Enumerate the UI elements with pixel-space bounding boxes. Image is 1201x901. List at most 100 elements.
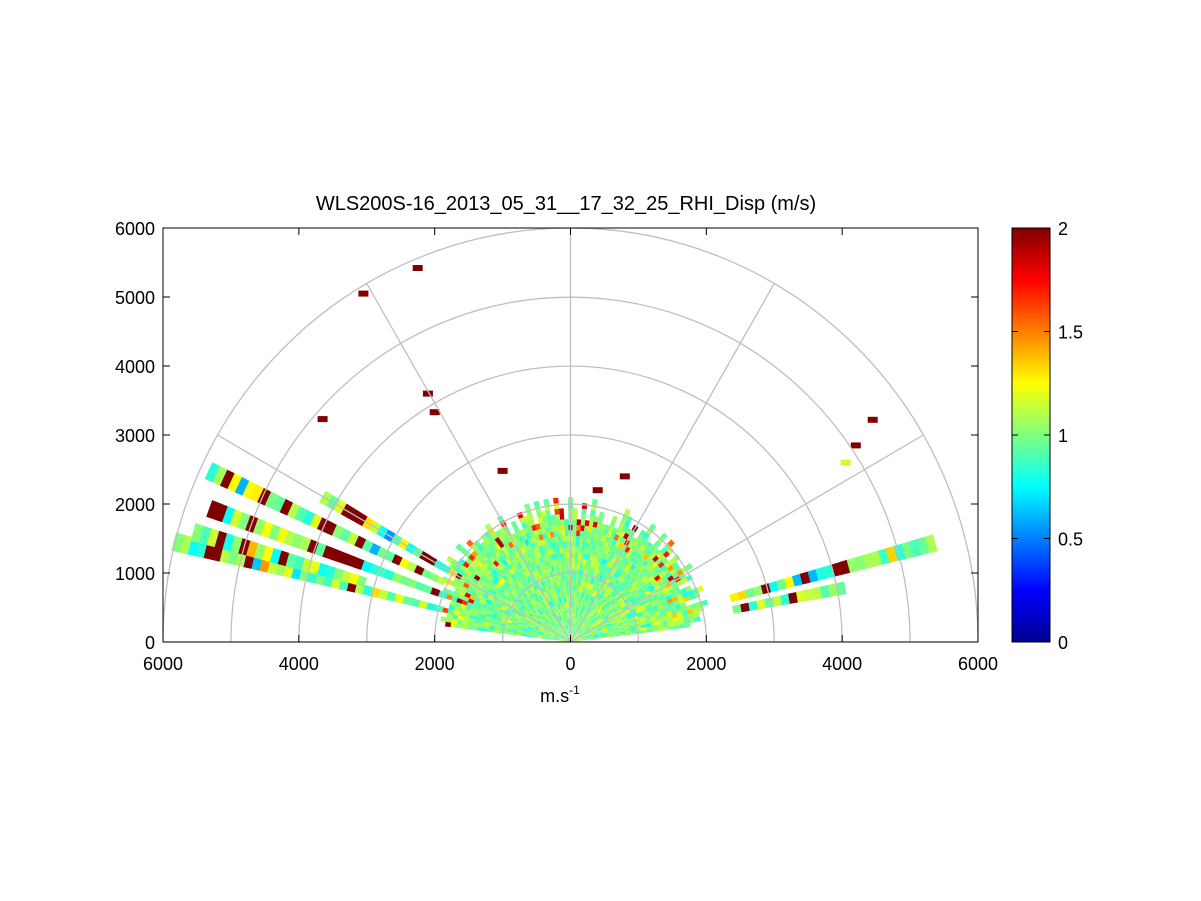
- data-cell: [459, 565, 468, 573]
- data-cell: [587, 637, 594, 640]
- data-cell: [575, 625, 579, 631]
- data-cell: [560, 620, 564, 626]
- data-cell: [583, 611, 587, 617]
- data-cell: [514, 615, 521, 620]
- data-cell: [489, 562, 497, 570]
- data-cell: [544, 618, 550, 624]
- data-cell: [555, 623, 560, 629]
- data-cell: [593, 561, 598, 568]
- data-cell: [626, 561, 633, 569]
- data-cell: [618, 555, 625, 563]
- data-cell: [590, 509, 596, 517]
- data-cell: [478, 577, 485, 585]
- data-cell: [622, 619, 629, 624]
- data-cell: [680, 587, 687, 595]
- data-cell: [788, 592, 799, 604]
- data-cell: [575, 632, 580, 638]
- data-cell: [483, 561, 491, 569]
- data-cell: [537, 575, 543, 582]
- data-cell: [309, 513, 323, 529]
- data-cell: [608, 614, 614, 619]
- data-cell: [652, 593, 659, 599]
- data-cell: [481, 548, 489, 556]
- data-cell: [362, 584, 373, 597]
- data-cell: [562, 619, 565, 626]
- data-cell: [619, 627, 625, 631]
- data-cell: [601, 535, 607, 542]
- data-cell: [547, 638, 554, 640]
- data-cell: [548, 622, 554, 627]
- data-cell: [545, 509, 551, 517]
- data-cell: [566, 590, 569, 597]
- data-cell: [460, 603, 467, 610]
- data-cell: [548, 622, 554, 628]
- data-cell: [580, 631, 586, 636]
- data-cell: [630, 611, 637, 616]
- data-cell: [555, 631, 561, 636]
- data-cell: [214, 530, 227, 550]
- data-cell: [417, 600, 428, 609]
- data-cell: [575, 602, 579, 609]
- data-cell: [527, 596, 533, 603]
- data-cell: [666, 585, 674, 592]
- data-cell: [533, 627, 539, 631]
- data-cell: [635, 577, 642, 584]
- data-cell: [537, 634, 543, 637]
- data-cell: [557, 629, 562, 634]
- data-cell: [494, 593, 502, 599]
- data-cell: [575, 633, 580, 638]
- data-cell: [534, 546, 541, 554]
- data-cell: [548, 583, 553, 590]
- data-cell: [557, 615, 561, 622]
- data-cell: [540, 593, 545, 600]
- data-cell: [534, 625, 540, 629]
- data-cell: [582, 610, 586, 617]
- data-cell: [772, 595, 783, 607]
- data-cell: [612, 552, 619, 559]
- data-cell: [556, 622, 561, 628]
- data-cell: [469, 561, 477, 569]
- data-cell: [641, 629, 648, 634]
- data-cell: [582, 592, 586, 599]
- data-cell: [555, 575, 559, 582]
- data-cell: [604, 579, 610, 586]
- data-cell: [508, 615, 515, 620]
- data-cell: [546, 602, 551, 609]
- data-cell: [494, 624, 501, 629]
- data-cell: [583, 587, 587, 594]
- data-cell: [582, 636, 588, 639]
- data-cell: [595, 527, 601, 535]
- data-cell: [529, 611, 535, 616]
- data-cell: [600, 623, 607, 628]
- data-cell: [613, 565, 619, 572]
- data-cell: [562, 625, 566, 631]
- data-cell: [518, 597, 525, 603]
- data-cell: [645, 604, 652, 610]
- data-cell: [560, 591, 564, 598]
- data-cell: [662, 550, 671, 558]
- data-cell: [555, 514, 561, 521]
- data-cell: [531, 634, 538, 637]
- data-cell: [581, 634, 588, 638]
- data-cell: [567, 613, 569, 619]
- data-cell: [557, 586, 561, 593]
- data-cell: [807, 569, 819, 583]
- data-cell: [602, 628, 609, 632]
- data-cell: [422, 584, 433, 594]
- data-cell: [544, 543, 550, 551]
- data-cell: [607, 595, 613, 601]
- data-cell: [696, 585, 704, 593]
- data-cell: [552, 587, 556, 594]
- data-cell: [652, 607, 660, 613]
- data-cell: [545, 617, 551, 623]
- data-cell: [572, 629, 574, 636]
- data-cell: [534, 583, 540, 590]
- data-cell: [554, 633, 560, 637]
- data-cell: [491, 578, 498, 585]
- data-cell: [559, 608, 563, 615]
- data-cell: [597, 630, 603, 634]
- data-cell: [533, 591, 539, 597]
- data-cell: [542, 567, 548, 574]
- data-cell: [630, 599, 637, 605]
- data-cell: [588, 594, 592, 601]
